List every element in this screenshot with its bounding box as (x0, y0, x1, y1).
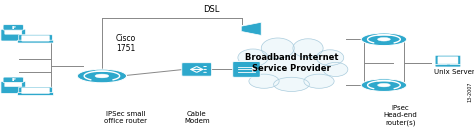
Text: Cisco
1751: Cisco 1751 (116, 34, 136, 53)
Text: 13-2007: 13-2007 (468, 81, 473, 102)
Text: IP: IP (12, 78, 17, 82)
Circle shape (203, 72, 207, 73)
Circle shape (361, 79, 407, 91)
Circle shape (203, 69, 207, 70)
Circle shape (77, 69, 127, 83)
Ellipse shape (235, 62, 260, 77)
Ellipse shape (273, 77, 310, 91)
Ellipse shape (254, 44, 329, 87)
Circle shape (378, 38, 390, 41)
FancyBboxPatch shape (182, 63, 211, 76)
Text: Unix Server: Unix Server (434, 69, 474, 75)
Ellipse shape (293, 39, 323, 58)
Ellipse shape (261, 38, 294, 58)
Circle shape (203, 66, 207, 67)
Text: Broadband Internet
Service Provider: Broadband Internet Service Provider (245, 53, 338, 73)
FancyBboxPatch shape (438, 57, 458, 64)
FancyBboxPatch shape (3, 25, 23, 30)
Circle shape (361, 33, 407, 46)
FancyBboxPatch shape (3, 77, 23, 83)
FancyBboxPatch shape (1, 29, 26, 41)
FancyBboxPatch shape (435, 55, 461, 65)
Ellipse shape (304, 74, 334, 88)
FancyBboxPatch shape (5, 30, 22, 34)
Circle shape (95, 74, 109, 78)
FancyBboxPatch shape (5, 83, 22, 87)
Polygon shape (252, 67, 258, 72)
FancyBboxPatch shape (1, 82, 26, 93)
FancyBboxPatch shape (18, 35, 52, 42)
FancyBboxPatch shape (22, 36, 49, 41)
FancyBboxPatch shape (18, 93, 54, 95)
FancyBboxPatch shape (18, 87, 52, 94)
Text: IP: IP (12, 26, 17, 30)
Text: DSL: DSL (203, 5, 219, 14)
FancyBboxPatch shape (22, 88, 49, 94)
Text: IPSec small
office router: IPSec small office router (104, 111, 147, 124)
Polygon shape (241, 22, 261, 35)
Text: Cable
Modem: Cable Modem (184, 111, 210, 124)
FancyBboxPatch shape (18, 40, 54, 43)
Ellipse shape (316, 50, 344, 66)
FancyBboxPatch shape (233, 62, 260, 77)
Ellipse shape (249, 74, 279, 88)
Circle shape (378, 83, 390, 87)
Ellipse shape (238, 49, 268, 66)
Text: IPsec
Head-end
router(s): IPsec Head-end router(s) (383, 105, 418, 125)
Ellipse shape (323, 62, 348, 77)
FancyBboxPatch shape (435, 65, 461, 67)
